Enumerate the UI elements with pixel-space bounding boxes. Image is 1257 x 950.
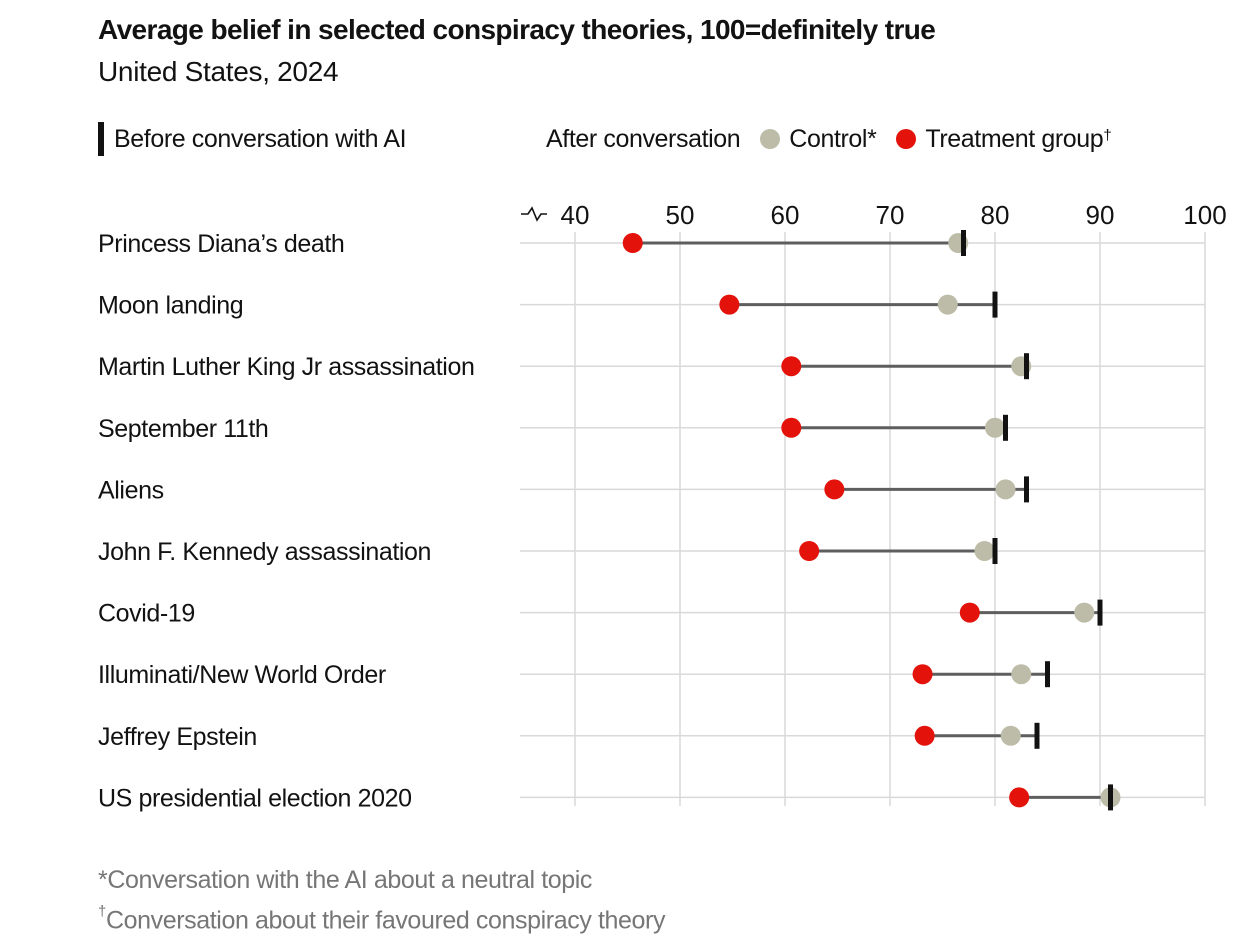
x-tick-label: 50 <box>666 200 695 230</box>
footnote-treatment-mark: † <box>98 903 106 920</box>
treatment-point <box>1009 787 1030 808</box>
legend-treatment-mark: † <box>1103 126 1112 144</box>
footnote-control-text: Conversation with the AI about a neutral… <box>107 866 593 894</box>
category-label: Aliens <box>98 476 164 504</box>
before-marker <box>992 538 998 564</box>
treatment-point <box>622 233 643 253</box>
x-tick-label: 40 <box>561 200 590 230</box>
legend-control-label: Control* <box>789 124 877 153</box>
chart-subtitle: United States, 2024 <box>98 56 339 87</box>
category-label: Illuminati/New World Order <box>98 661 386 689</box>
x-tick-label: 60 <box>771 200 800 230</box>
footnote-treatment: †Conversation about their favoured consp… <box>98 903 666 935</box>
control-point <box>937 294 958 315</box>
before-marker <box>1034 722 1040 749</box>
control-point <box>985 417 1005 438</box>
category-label: US presidential election 2020 <box>98 784 412 812</box>
category-label: Moon landing <box>98 292 243 320</box>
treatment-point <box>719 294 740 315</box>
legend-before: Before conversation with AI <box>98 122 407 156</box>
footnote-control: *Conversation with the AI about a neutra… <box>98 866 592 895</box>
before-marker <box>1097 599 1103 626</box>
before-marker <box>1024 353 1029 380</box>
treatment-dot-swatch <box>896 129 917 149</box>
before-marker <box>961 230 966 256</box>
before-marker <box>992 291 998 318</box>
control-point <box>1011 664 1032 685</box>
legend-treatment-label: Treatment group <box>925 124 1104 153</box>
control-point <box>1000 725 1021 746</box>
category-label: John F. Kennedy assassination <box>98 538 431 566</box>
axis-break-icon <box>521 206 547 222</box>
x-tick-label: 100 <box>1183 200 1226 230</box>
before-marker <box>1108 784 1113 811</box>
treatment-point <box>912 664 933 685</box>
control-point <box>1074 602 1095 623</box>
treatment-point <box>781 356 802 377</box>
category-label: Jeffrey Epstein <box>98 723 257 751</box>
category-label: Covid-19 <box>98 600 195 628</box>
chart-title: Average belief in selected conspiracy th… <box>98 14 936 45</box>
legend-after-label: After conversation <box>546 124 741 153</box>
x-tick-label: 80 <box>981 200 1010 230</box>
category-label: Martin Luther King Jr assassination <box>98 353 474 381</box>
treatment-point <box>959 602 980 623</box>
legend-after: After conversation Control* Treatment gr… <box>546 122 1112 156</box>
before-marker-swatch <box>98 122 104 156</box>
category-label: Princess Diana’s death <box>98 230 344 258</box>
control-dot-swatch <box>760 129 781 149</box>
legend-before-label: Before conversation with AI <box>114 124 407 153</box>
treatment-point <box>914 725 935 746</box>
control-point <box>995 479 1016 500</box>
before-marker <box>1045 661 1050 688</box>
footnote-control-mark: * <box>98 866 108 894</box>
treatment-point <box>799 541 820 561</box>
x-tick-label: 70 <box>876 200 905 230</box>
x-tick-label: 90 <box>1086 200 1115 230</box>
before-marker <box>1003 414 1008 441</box>
treatment-point <box>824 479 845 500</box>
control-point <box>974 541 995 561</box>
footnote-treatment-text: Conversation about their favoured conspi… <box>105 906 666 935</box>
treatment-point <box>781 417 802 438</box>
category-label: September 11th <box>98 415 268 443</box>
before-marker <box>1024 476 1029 503</box>
